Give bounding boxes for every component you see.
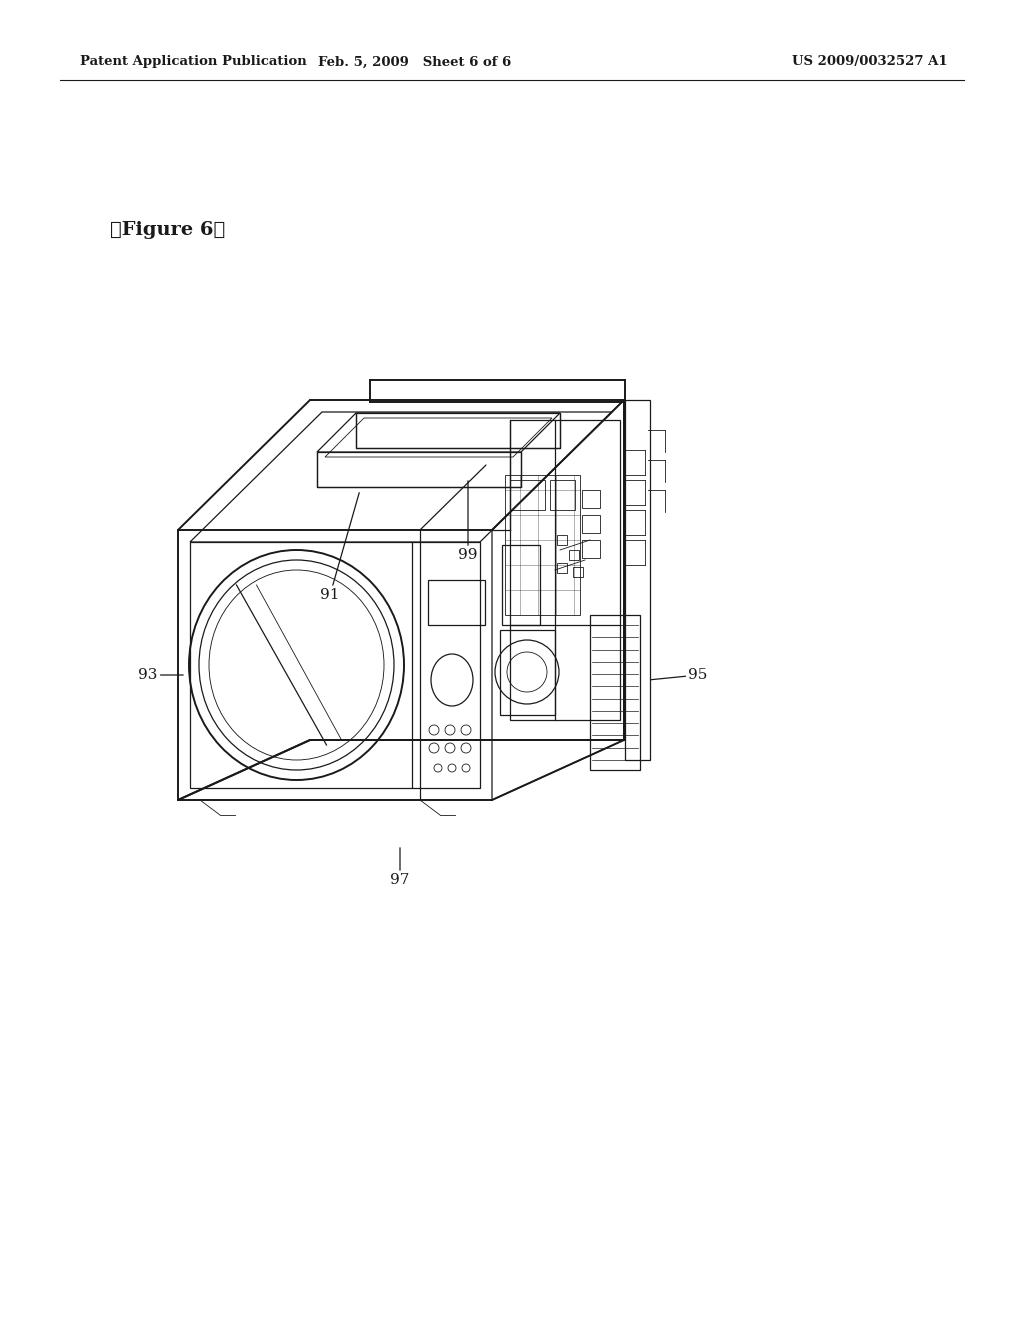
Bar [557,535,567,545]
Bar [569,550,579,560]
Text: Patent Application Publication: Patent Application Publication [80,55,307,69]
Bar [582,515,600,533]
Text: 【Figure 6】: 【Figure 6】 [110,220,225,239]
Text: Feb. 5, 2009   Sheet 6 of 6: Feb. 5, 2009 Sheet 6 of 6 [318,55,512,69]
Text: 93: 93 [138,668,183,682]
Bar [582,490,600,508]
Text: US 2009/0032527 A1: US 2009/0032527 A1 [793,55,948,69]
Text: 91: 91 [321,492,359,602]
Bar [582,540,600,558]
Bar [573,568,583,577]
Text: 95: 95 [651,668,708,682]
Text: 99: 99 [459,480,478,562]
Text: 97: 97 [390,847,410,887]
Bar [557,564,567,573]
